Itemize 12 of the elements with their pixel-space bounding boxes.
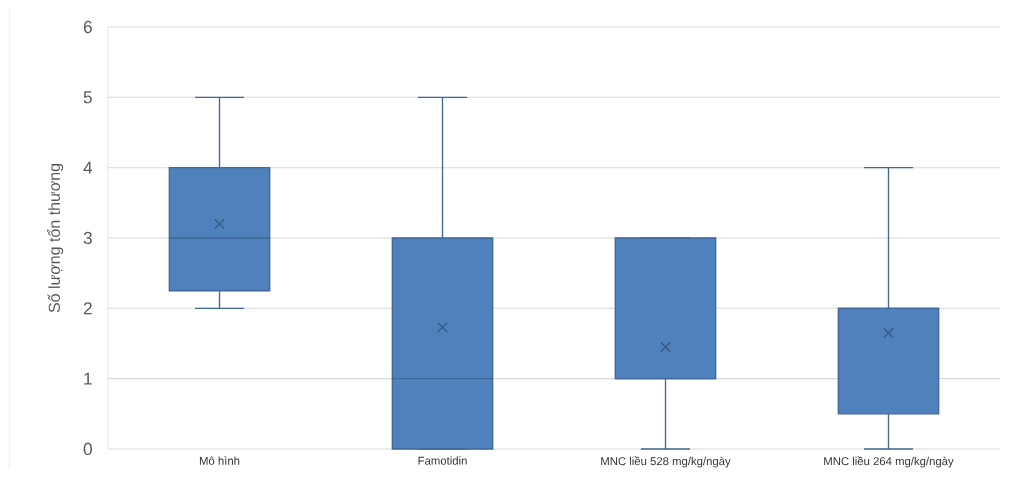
y-tick-label: 4	[83, 161, 93, 174]
x-tick-label: MNC liều 528 mg/kg/ngày	[601, 456, 731, 468]
x-tick-label: Mô hình	[199, 456, 240, 465]
y-tick-label: 6	[83, 20, 92, 34]
x-tick-label: MNC liều 264 mg/kg/ngày	[824, 456, 954, 468]
y-tick-label: 3	[83, 231, 92, 245]
y-axis-title: Số lượng tổn thương	[46, 164, 64, 313]
y-tick-label: 2	[83, 302, 92, 315]
y-tick-label: 1	[84, 372, 92, 385]
x-tick-label: Famotidin	[418, 456, 467, 465]
y-tick-label: 5	[83, 91, 92, 104]
y-tick-label: 0	[83, 442, 92, 456]
